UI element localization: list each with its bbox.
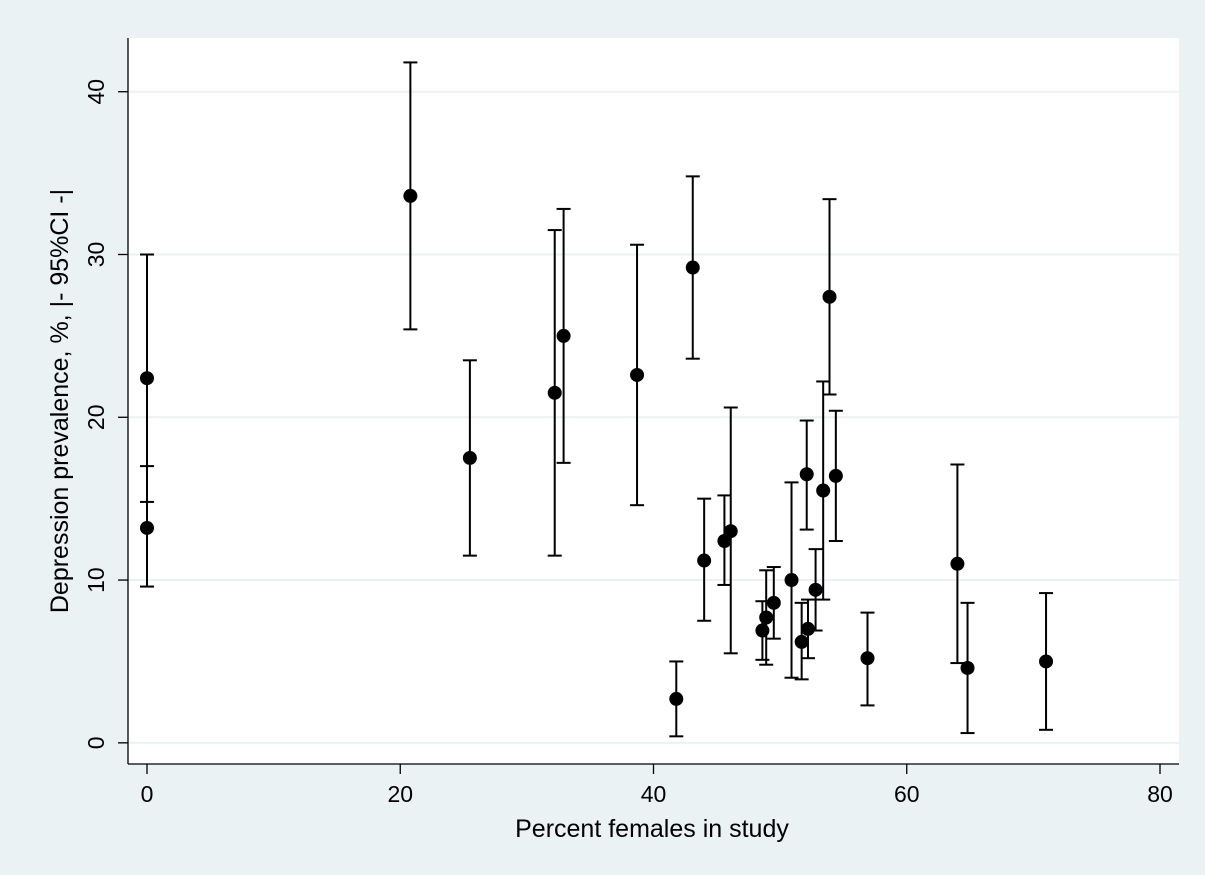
data-point — [860, 651, 875, 666]
y-tick-label: 10 — [83, 567, 109, 593]
x-axis-ticks: 0 20 40 60 80 — [141, 764, 1173, 807]
data-point — [960, 660, 975, 675]
data-point — [547, 385, 562, 400]
data-point — [808, 582, 823, 597]
plot-area — [128, 38, 1179, 764]
x-tick-label: 80 — [1147, 781, 1173, 807]
x-axis-label: Percent females in study — [515, 815, 789, 843]
data-point — [794, 634, 809, 649]
data-point — [800, 621, 815, 636]
x-tick-label: 0 — [141, 781, 154, 807]
data-point — [669, 691, 684, 706]
data-point — [630, 367, 645, 382]
data-point — [556, 328, 571, 343]
data-point — [139, 371, 154, 386]
data-point — [755, 623, 770, 638]
x-tick-label: 20 — [387, 781, 413, 807]
data-point — [697, 553, 712, 568]
y-axis-label: Depression prevalence, %, |- 95%CI -| — [46, 189, 74, 613]
data-point — [950, 556, 965, 571]
data-point — [799, 467, 814, 482]
y-tick-label: 40 — [83, 79, 109, 105]
data-point — [462, 450, 477, 465]
data-point — [1039, 654, 1054, 669]
data-point — [759, 610, 774, 625]
x-tick-label: 60 — [894, 781, 920, 807]
y-tick-label: 0 — [83, 736, 109, 749]
data-point — [816, 483, 831, 498]
data-point — [766, 595, 781, 610]
grid-lines — [128, 90, 1179, 744]
y-tick-label: 30 — [83, 242, 109, 268]
x-tick-label: 40 — [641, 781, 667, 807]
y-tick-label: 20 — [83, 404, 109, 430]
data-marks — [139, 61, 1054, 738]
data-point — [139, 520, 154, 535]
data-point — [822, 289, 837, 304]
y-axis-ticks: 0 10 20 30 40 — [83, 79, 128, 749]
data-point — [685, 260, 700, 275]
data-point — [828, 468, 843, 483]
data-point — [403, 188, 418, 203]
data-point — [784, 573, 799, 588]
data-point — [723, 524, 738, 539]
